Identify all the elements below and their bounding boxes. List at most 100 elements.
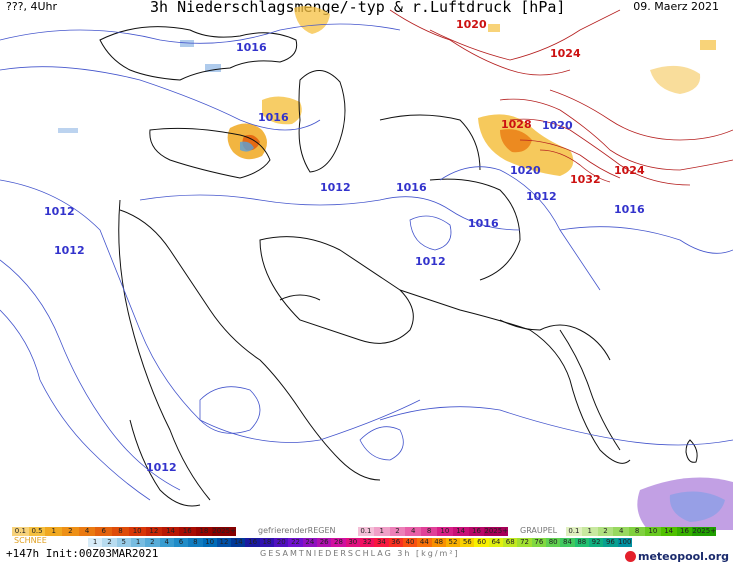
legend-swatch: 64 [488,538,504,547]
legend-graupel-label: GRAUPEL [520,526,558,535]
legend-swatch: 18 [195,527,213,536]
legend-swatch: 30 [345,538,360,547]
rain-patch-southeast-2 [669,491,725,522]
legend-swatch: 0.1 [566,527,582,536]
legend-swatch: 72 [517,538,532,547]
snow-patch-north [294,6,330,34]
legend-swatch: 6 [95,527,113,536]
legend-swatch: 88 [574,538,589,547]
legend-swatch: 1 [45,527,63,536]
isobar-label: 1012 [526,190,557,203]
legend-swatch: 22 [288,538,303,547]
legend-swatch: 8 [421,527,437,536]
isobar-label: 1020 [510,164,541,177]
legend-snow-label: SCHNEE [14,536,47,545]
legend-swatch: 40 [402,538,418,547]
model-run-info: +147h Init:00Z03MAR2021 [6,547,159,560]
legend-swatch: 0.1 [12,527,29,536]
legend-graupel-scale: 0.1 1 2 4 8 10 14 16 2025+ [566,527,717,536]
legend-swatch: 16 [468,527,485,536]
legend-snow-scale: 0.1 0.5 1 2 4 6 8 10 12 14 16 18 2025+ [12,527,236,536]
legend-swatch: 18 [259,538,275,547]
legend-swatch: 8 [629,527,645,536]
legend-swatch: 4 [78,527,96,536]
legend-swatch: 10 [436,527,453,536]
rain-patch-small-3 [58,128,78,133]
legend-swatch: 2025+ [212,527,236,536]
legend-swatch: 12 [145,527,163,536]
isobar-label: 1020 [542,119,573,132]
legend-swatch: 34 [374,538,389,547]
legend-swatch: 2025+ [692,527,717,536]
isobar-label: 1012 [415,255,446,268]
legend-swatch: 26 [317,538,332,547]
brand-dot-icon [625,551,636,562]
header-run-time: ???, 4Uhr [6,0,58,13]
legend-swatch: 16 [245,538,260,547]
isobars-low [0,23,733,501]
legend-swatch: 1 [130,538,146,547]
isobar-label: 1016 [258,111,289,124]
legend-swatch: 20 [274,538,289,547]
legend-swatch: 0.5 [28,527,46,536]
legend-swatch: 5 [116,538,131,547]
isobar-label: 1016 [236,41,267,54]
legend-swatch: 56 [460,538,475,547]
legend-swatch: 52 [445,538,461,547]
brand-logo[interactable]: meteopool.org [625,550,729,563]
isobar-label: 1020 [456,18,487,31]
legend-swatch: 92 [588,538,604,547]
legend-swatch: 16 [178,527,196,536]
legend-total-label: GESAMTNIEDERSCHLAG 3h [kg/m²] [260,549,460,558]
legend-swatch: 80 [546,538,561,547]
rain-patch-small-1 [180,40,194,47]
legend-swatch: 84 [560,538,575,547]
legend-swatch: 10 [128,527,146,536]
snow-patch-small-2 [700,40,716,50]
isobar-label: 1012 [54,244,85,257]
legend-swatch: 96 [603,538,618,547]
isobar-label: 1012 [320,181,351,194]
legend-swatch: 2 [145,538,160,547]
snow-patch-black-sea [262,96,302,125]
legend-swatch: 76 [531,538,546,547]
snow-patch-small-1 [488,24,500,32]
legend-swatch: 2 [62,527,79,536]
legend-swatch: 14 [660,527,677,536]
isobar-label: 1012 [146,461,177,474]
isobar-label: 1032 [570,173,601,186]
legend-swatch: 4 [405,527,422,536]
legend-swatch: 2025+ [484,527,509,536]
legend-swatch: 2 [389,527,406,536]
snow-patch-northeast [650,65,701,94]
legend-swatch: 100 [617,538,632,547]
legend-rain-scale: 0.1 1 2 4 8 10 14 16 2025+ [358,527,509,536]
legend-swatch: 14 [162,527,179,536]
legend-swatch: 60 [474,538,489,547]
legend-swatch: 4 [159,538,174,547]
isobars-high [389,9,733,186]
legend-swatch: 1 [373,527,390,536]
isobar-labels: 1020 1024 1016 1016 1028 1020 1012 1016 … [44,18,645,474]
isobar-label: 1012 [44,205,75,218]
legend-total-scale: 1 2 5 1 2 4 6 8 10 12 14 16 18 20 22 24 26 28 30 32 34 36 40 44… [88,538,632,547]
legend-swatch: 6 [173,538,189,547]
legend-swatch: 24 [302,538,317,547]
precipitation-areas [58,6,733,530]
legend-swatch: 32 [359,538,375,547]
legend-swatch: 8 [188,538,203,547]
legend-swatch: 14 [452,527,469,536]
legend-swatch: 14 [231,538,246,547]
legend-swatch: 36 [388,538,403,547]
map-title: 3h Niederschlagsmenge/-typ & r.Luftdruck… [150,0,566,16]
legend-swatch: 4 [613,527,630,536]
rain-patch-caucasus [240,141,254,152]
legend-swatch: 44 [417,538,432,547]
legend-swatch: 1 [581,527,598,536]
legend-swatch: 10 [644,527,661,536]
isobar-label: 1016 [396,181,427,194]
legend-swatch: 8 [112,527,129,536]
legend-swatch: 28 [331,538,346,547]
legend-swatch: 10 [202,538,217,547]
